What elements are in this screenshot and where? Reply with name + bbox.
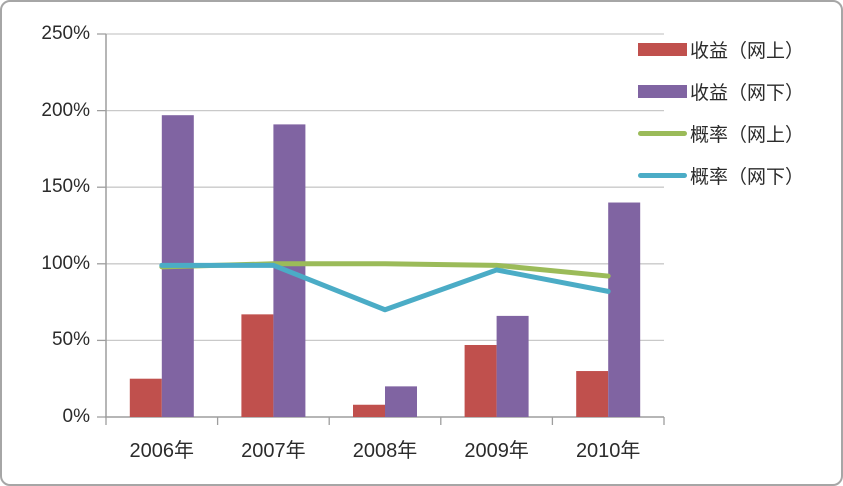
- bar: [608, 202, 641, 417]
- legend-swatch-line-icon: [638, 172, 687, 178]
- legend-label: 概率（网上）: [690, 124, 805, 146]
- legend-label: 收益（网上）: [690, 40, 805, 62]
- legend-item: 概率（网上）: [638, 112, 838, 154]
- legend-item: 收益（网下）: [638, 70, 838, 112]
- x-axis-category-label: 2010年: [575, 440, 641, 462]
- x-axis-category-label: 2006年: [129, 440, 195, 462]
- y-axis-tick-label: 150%: [41, 176, 90, 198]
- legend-swatch-bar-icon: [638, 84, 687, 98]
- legend-swatch-line-icon: [638, 130, 687, 136]
- y-axis-tick-label: 50%: [51, 329, 90, 351]
- bar: [464, 344, 497, 417]
- bar: [241, 314, 274, 417]
- y-axis-tick-label: 0%: [62, 406, 90, 427]
- bar: [496, 315, 529, 417]
- line-series: [159, 262, 611, 313]
- bar: [576, 371, 609, 417]
- x-axis-category-label: 2007年: [241, 440, 306, 462]
- legend-label: 收益（网下）: [690, 82, 805, 104]
- legend-item: 概率（网下）: [638, 154, 838, 196]
- bar: [353, 404, 385, 417]
- x-axis-category-label: 2008年: [352, 440, 418, 462]
- legend-label: 概率（网下）: [690, 166, 805, 188]
- x-axis-category-label: 2009年: [464, 440, 529, 462]
- y-axis-tick-label: 100%: [41, 252, 90, 274]
- bar: [129, 378, 162, 417]
- y-axis-tick-label: 200%: [41, 99, 90, 121]
- legend-swatch-bar-icon: [638, 42, 687, 56]
- legend: 收益（网上） 收益（网下） 概率（网上） 概率（网下）: [638, 28, 838, 196]
- bar: [385, 386, 417, 417]
- legend-item: 收益（网上）: [638, 28, 838, 70]
- y-axis-tick-label: 250%: [41, 23, 90, 44]
